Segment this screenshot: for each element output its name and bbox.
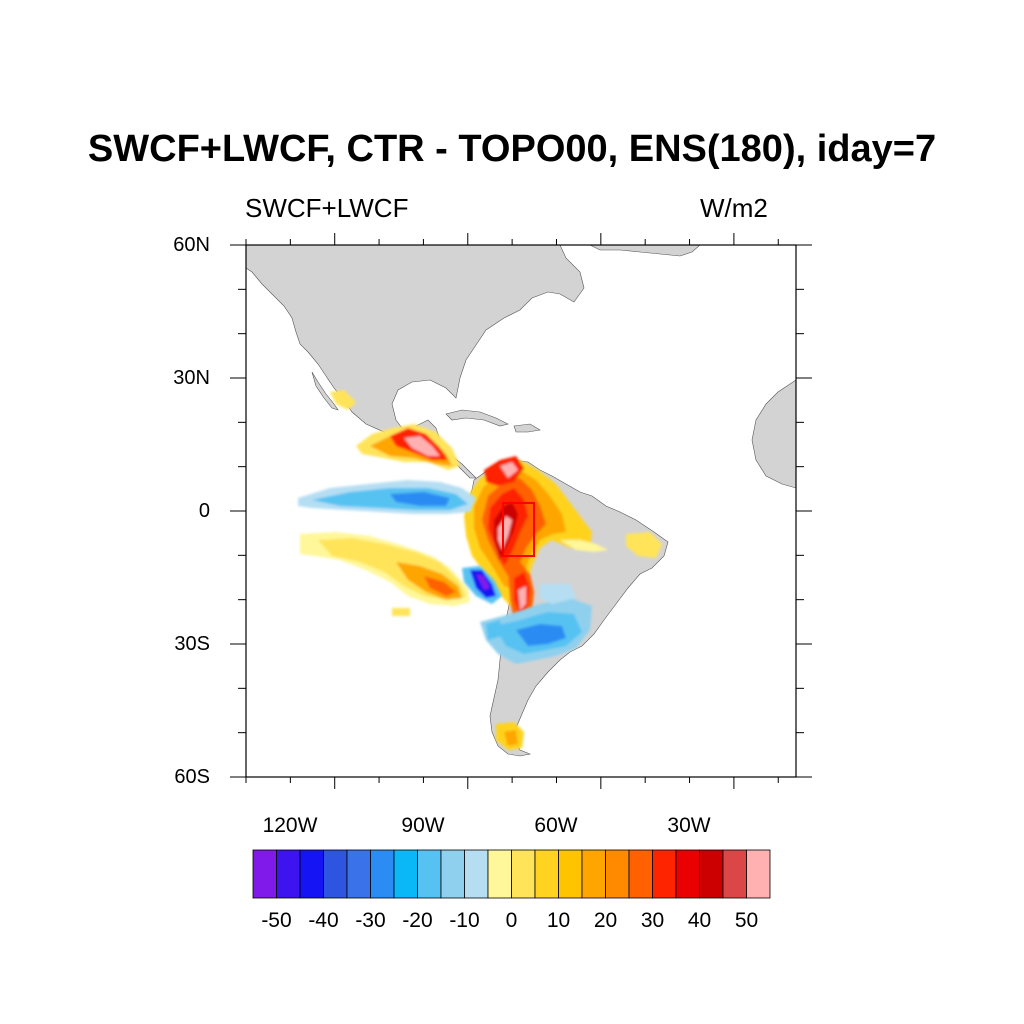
colorbar-label: 0 <box>505 909 518 932</box>
colorbar-swatch <box>534 849 559 899</box>
colorbar-swatch <box>370 849 395 899</box>
colorbar-swatch <box>652 849 677 899</box>
land-caribbean <box>445 409 509 427</box>
colorbar-swatch <box>675 849 700 899</box>
colorbar-label: -10 <box>449 909 480 932</box>
lat-label-eq: 0 <box>198 500 210 522</box>
land-baja <box>311 371 339 411</box>
land-arctic <box>589 245 701 257</box>
lon-label-60w: 60W <box>534 814 578 837</box>
colorbar-swatch <box>440 849 465 899</box>
colorbar <box>252 849 771 899</box>
colorbar-label: 20 <box>593 909 618 932</box>
colorbar-swatch <box>346 849 371 899</box>
lon-label-90w: 90W <box>401 814 445 837</box>
colorbar-label: -20 <box>402 909 433 932</box>
plot-title: SWCF+LWCF, CTR - TOPO00, ENS(180), iday=… <box>87 128 937 170</box>
colorbar-swatch <box>417 849 442 899</box>
colorbar-swatch <box>393 849 418 899</box>
map-area <box>246 245 796 757</box>
lat-label-60n: 60N <box>173 234 210 256</box>
colorbar-swatch <box>511 849 536 899</box>
lat-label-30n: 30N <box>173 367 210 389</box>
colorbar-label: 40 <box>687 909 712 932</box>
colorbar-swatch <box>628 849 653 899</box>
lon-label-120w: 120W <box>262 814 318 837</box>
colorbar-swatch <box>699 849 724 899</box>
lat-label-30s: 30S <box>174 633 210 655</box>
colorbar-swatch <box>605 849 630 899</box>
negative-anomaly-fields <box>298 480 592 664</box>
colorbar-label: 50 <box>734 909 759 932</box>
colorbar-label: -40 <box>308 909 339 932</box>
colorbar-swatch <box>722 849 747 899</box>
colorbar-swatch <box>558 849 583 899</box>
variable-label: SWCF+LWCF <box>245 193 409 223</box>
colorbar-swatch <box>487 849 512 899</box>
map-ticks <box>230 233 812 789</box>
colorbar-label: 30 <box>640 909 665 932</box>
units-label: W/m2 <box>700 193 768 223</box>
box-region <box>502 502 535 557</box>
colorbar-swatch <box>581 849 606 899</box>
colorbar-swatch <box>252 849 277 899</box>
colorbar-swatch <box>299 849 324 899</box>
colorbar-swatch <box>276 849 301 899</box>
land-africa <box>751 379 796 489</box>
colorbar-label: -30 <box>355 909 386 932</box>
lon-label-30w: 30W <box>667 814 711 837</box>
colorbar-swatch <box>464 849 489 899</box>
colorbar-swatch <box>746 849 771 899</box>
lat-label-60s: 60S <box>174 766 210 788</box>
colorbar-label: -50 <box>261 909 292 932</box>
land-hispaniola <box>513 423 541 433</box>
colorbar-swatch <box>323 849 348 899</box>
colorbar-label: 10 <box>546 909 571 932</box>
positive-anomaly-fields <box>300 390 662 750</box>
